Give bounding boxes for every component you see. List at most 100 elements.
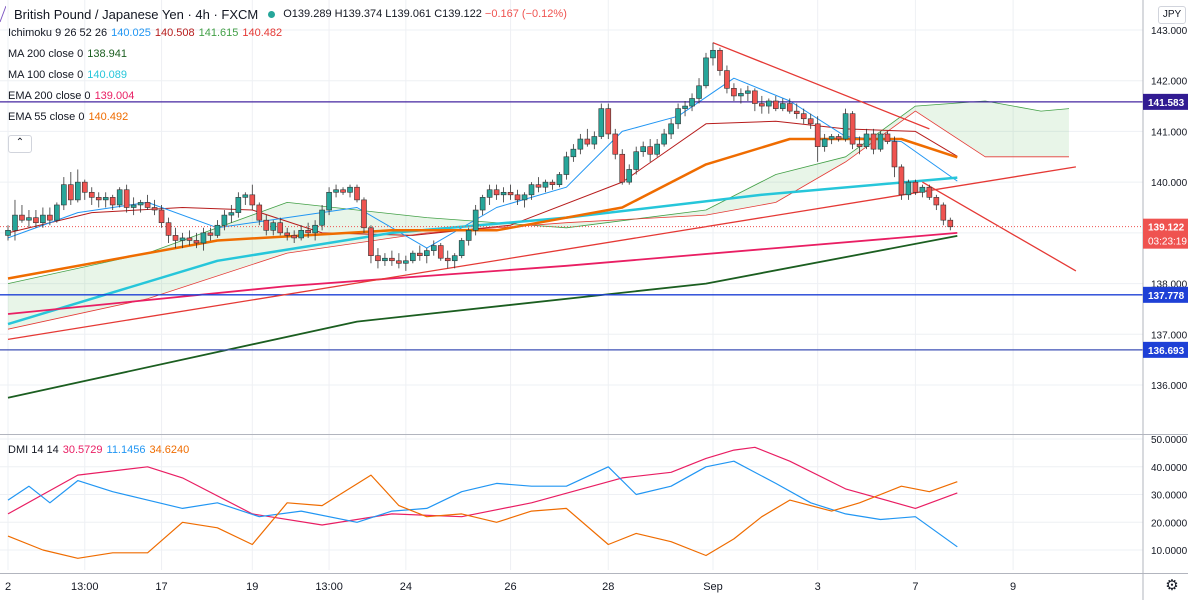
candle-body xyxy=(745,90,751,94)
indicator-label: MA 200 close 0 xyxy=(8,48,84,60)
gear-icon[interactable]: ⚙ xyxy=(1165,577,1179,594)
candle-body xyxy=(61,184,67,206)
candle-body xyxy=(151,207,158,211)
candle-body xyxy=(472,209,479,231)
indicator-legend-row[interactable]: Ichimoku 9 26 52 26 140.025 140.508 141.615… xyxy=(8,27,282,39)
symbol-title[interactable]: British Pound / Japanese Yen · 4h · FXCM xyxy=(14,6,259,22)
candle-body xyxy=(102,197,109,201)
level-price-label: 136.693 xyxy=(1148,346,1185,357)
level-price-label: 137.778 xyxy=(1148,291,1185,302)
indicator-legend-row[interactable]: MA 100 close 0 140.089 xyxy=(8,69,127,81)
indicator-label: EMA 55 close 0 xyxy=(8,111,85,123)
candle-body xyxy=(368,227,374,256)
ohlc-value: C139.122 xyxy=(434,8,482,20)
candle-body xyxy=(786,103,793,112)
candle-body xyxy=(647,146,653,155)
candle-body xyxy=(263,219,270,231)
candle-body xyxy=(724,70,730,89)
candle-body xyxy=(75,181,81,201)
dmi-tick-label: 20.0000 xyxy=(1151,518,1188,529)
time-tick-label: 3 xyxy=(815,581,821,593)
bar-countdown-label: 03:23:19 xyxy=(1148,237,1187,248)
indicator-value: 139.004 xyxy=(94,90,135,102)
candle-body xyxy=(912,181,919,193)
candle-body xyxy=(577,138,584,150)
candle-body xyxy=(689,98,695,107)
candle-body xyxy=(270,222,277,231)
indicator-legend-row[interactable]: EMA 55 close 0 140.492 xyxy=(8,111,128,123)
dmi-value: 11.1456 xyxy=(106,444,146,456)
candle-body xyxy=(535,184,542,188)
candle-body xyxy=(772,100,779,109)
currency-button[interactable]: JPY xyxy=(1158,6,1186,24)
dmi-tick-label: 40.0000 xyxy=(1151,463,1188,474)
candle-body xyxy=(668,123,674,135)
indicator-value: 140.508 xyxy=(154,27,195,39)
indicator-legend-row[interactable]: MA 200 close 0 138.941 xyxy=(8,48,127,60)
candle-body xyxy=(235,197,242,213)
candle-body xyxy=(228,212,235,216)
candle-body xyxy=(863,133,870,147)
cloud-fill xyxy=(8,101,1069,330)
lower-trendline xyxy=(7,166,1077,341)
candle-body xyxy=(451,255,458,262)
candle-body xyxy=(81,181,88,193)
indicator-value: 141.615 xyxy=(198,27,239,39)
indicator-legend-row[interactable]: EMA 200 close 0 139.004 xyxy=(8,90,134,102)
candle-body xyxy=(905,181,912,196)
candle-body xyxy=(68,184,74,201)
time-tick-label: 9 xyxy=(1010,581,1016,593)
dmi-series-line xyxy=(7,474,958,559)
price-tick-label: 142.000 xyxy=(1151,77,1188,88)
candle-body xyxy=(654,143,660,155)
candle-body xyxy=(291,235,297,239)
candle-body xyxy=(458,240,465,256)
candle-body xyxy=(570,148,577,158)
candle-body xyxy=(116,189,123,206)
indicator-value: 138.941 xyxy=(87,48,127,60)
candle-body xyxy=(186,237,193,241)
candle-body xyxy=(696,85,702,99)
candle-body xyxy=(521,194,528,201)
candle-body xyxy=(12,214,18,231)
candle-body xyxy=(47,214,53,221)
candle-body xyxy=(396,260,402,264)
indicator-lines xyxy=(0,42,1143,399)
candle-body xyxy=(898,166,905,196)
indicator-value: 140.025 xyxy=(111,27,151,39)
candle-body xyxy=(710,49,716,59)
candle-body xyxy=(437,245,444,259)
drawing-line-icon xyxy=(0,5,6,23)
upper-trendline xyxy=(712,42,930,130)
dmi-series-line xyxy=(7,446,958,526)
candle-body xyxy=(766,100,772,107)
level-price-label: 141.583 xyxy=(1148,98,1185,109)
candle-body xyxy=(633,151,640,170)
candle-body xyxy=(591,136,598,145)
collapse-legend-button[interactable]: ⌃ xyxy=(8,135,32,153)
candle-body xyxy=(933,197,940,206)
dmi-value: 30.5729 xyxy=(62,444,103,456)
time-tick-label: 13:00 xyxy=(71,581,99,593)
candle-body xyxy=(717,49,723,71)
market-status-icon xyxy=(268,10,276,18)
price-tick-label: 136.000 xyxy=(1151,381,1188,392)
indicator-label: MA 100 close 0 xyxy=(8,69,84,81)
price-tick-label: 140.000 xyxy=(1151,178,1188,189)
candle-body xyxy=(375,255,381,262)
candle-body xyxy=(298,230,304,239)
price-tick-label: 137.000 xyxy=(1151,330,1188,341)
level-price-label-bg xyxy=(1143,341,1188,358)
candle-body xyxy=(221,214,228,226)
time-tick-label: Sep xyxy=(703,581,723,593)
candle-body xyxy=(361,199,367,229)
candle-body xyxy=(703,57,709,87)
candle-body xyxy=(40,214,46,224)
candle-body xyxy=(165,222,172,236)
candle-body xyxy=(870,133,877,150)
candle-body xyxy=(752,90,758,104)
indicator-value: 140.492 xyxy=(88,111,129,123)
time-tick-label: 2 xyxy=(5,581,11,593)
